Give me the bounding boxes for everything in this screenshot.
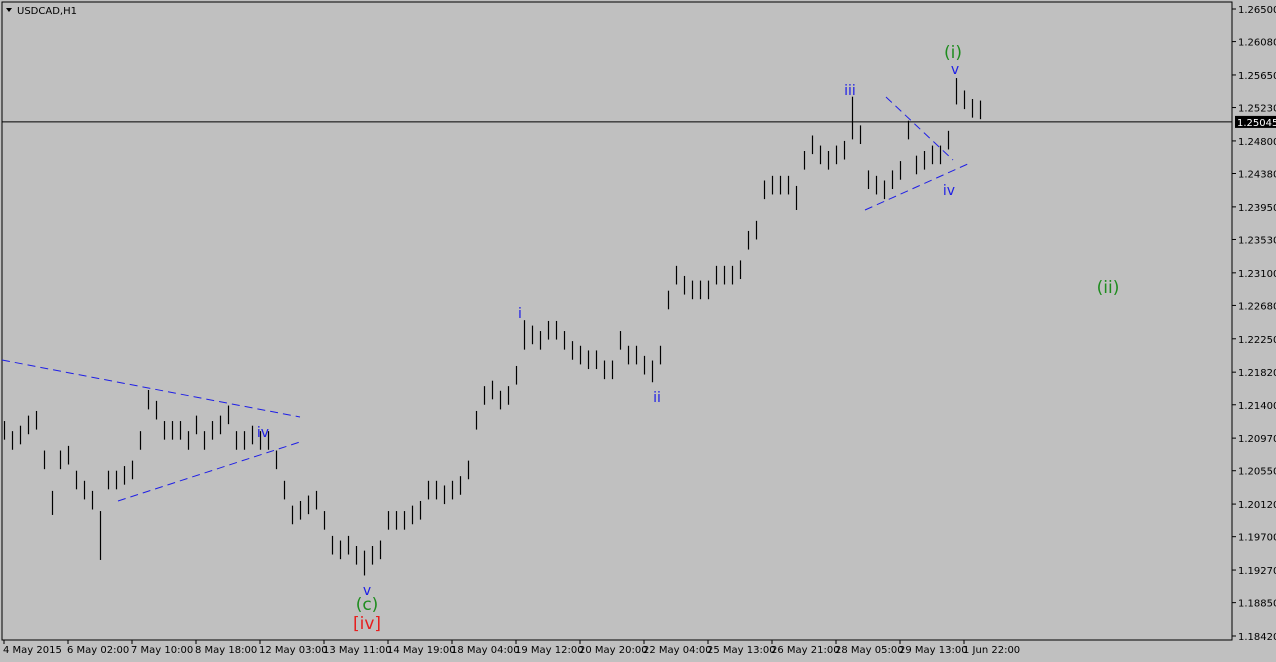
trend-line: [864, 162, 971, 211]
wave-label: i: [518, 306, 522, 322]
x-tick-label: 18 May 04:00: [451, 645, 520, 656]
wave-label: ii: [653, 390, 661, 406]
y-tick-label: 1.20550: [1238, 467, 1276, 478]
plot-frame: [1, 1, 1233, 641]
x-tick-label: 20 May 20:00: [579, 645, 648, 656]
x-tick-label: 26 May 21:00: [771, 645, 840, 656]
wave-label: [iv]: [353, 614, 381, 634]
x-tick-label: 13 May 11:00: [323, 645, 392, 656]
x-tick-label: 6 May 02:00: [67, 645, 129, 656]
y-tick-label: 1.22250: [1238, 335, 1276, 346]
wave-labels: (i) v iii iv (ii) i ii iv v (c) [iv]: [257, 43, 1119, 634]
wave-label: v: [951, 62, 959, 78]
y-tick-label: 1.23100: [1238, 269, 1276, 280]
y-tick-label: 1.20120: [1238, 500, 1276, 511]
trend-line: [885, 96, 954, 161]
y-tick-label: 1.25650: [1238, 71, 1276, 82]
wave-label: (i): [944, 43, 962, 63]
x-tick-label: 25 May 13:00: [707, 645, 776, 656]
price-label: 1.25045: [1237, 118, 1276, 129]
x-tick-label: 4 May 2015: [3, 645, 62, 656]
x-tick-label: 7 May 10:00: [131, 645, 193, 656]
y-tick-label: 1.21820: [1238, 368, 1276, 379]
y-tick-label: 1.26500: [1238, 5, 1276, 16]
x-tick-label: 8 May 18:00: [195, 645, 257, 656]
y-tick-label: 1.18420: [1238, 632, 1276, 643]
wave-label: iv: [943, 183, 955, 199]
y-tick-label: 1.26080: [1238, 38, 1276, 49]
wave-label: iii: [844, 83, 856, 99]
menu-arrow[interactable]: [6, 8, 12, 12]
price-label-box: [1235, 115, 1276, 128]
y-tick-label: 1.24380: [1238, 170, 1276, 181]
y-tick-label: 1.23950: [1238, 203, 1276, 214]
y-tick-label: 1.22680: [1238, 301, 1276, 312]
y-tick-label: 1.18850: [1238, 599, 1276, 610]
y-tick-label: 1.19270: [1238, 566, 1276, 577]
chart-title: USDCAD,H1: [17, 6, 77, 17]
bars: [3, 78, 982, 576]
x-tick-label: 19 May 12:00: [515, 645, 584, 656]
y-tick-label: 1.25230: [1238, 104, 1276, 115]
y-tick-label: 1.21400: [1238, 401, 1276, 412]
x-tick-label: 14 May 19:00: [387, 645, 456, 656]
wave-label: (ii): [1097, 278, 1120, 298]
y-tick-label: 1.20970: [1238, 434, 1276, 445]
x-tick-label: 12 May 03:00: [259, 645, 328, 656]
x-tick-label: 1 Jun 22:00: [963, 645, 1020, 656]
wave-label: iv: [257, 425, 269, 441]
x-tick-label: 29 May 13:00: [899, 645, 968, 656]
trend-line: [1, 359, 301, 418]
y-tick-label: 1.19700: [1238, 533, 1276, 544]
y-tick-label: 1.23530: [1238, 235, 1276, 246]
wave-label: (c): [356, 595, 379, 615]
y-tick-label: 1.24800: [1238, 137, 1276, 148]
x-tick-label: 28 May 05:00: [835, 645, 904, 656]
wave-label: v: [363, 583, 371, 599]
trend-lines: [1, 96, 971, 502]
trend-line: [117, 441, 301, 502]
x-tick-label: 22 May 04:00: [643, 645, 712, 656]
